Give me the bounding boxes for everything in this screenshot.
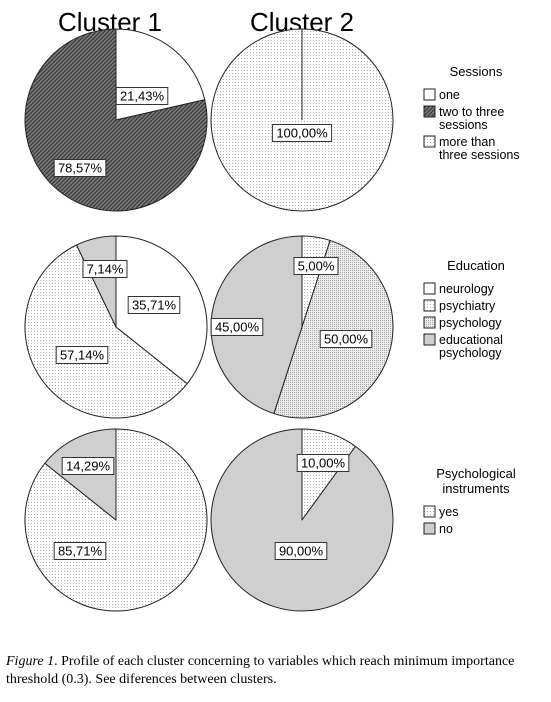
data-label: 35,71%: [132, 298, 177, 313]
legend-label: yes: [439, 505, 458, 519]
legend-label: two to three: [439, 105, 504, 119]
data-label: 57,14%: [60, 348, 105, 363]
legend-swatch-neurology: [423, 282, 436, 295]
data-label: 90,00%: [279, 544, 324, 559]
legend-title: Sessions: [450, 64, 503, 79]
legend-swatch-two-to-three-sessions: [423, 105, 436, 118]
data-label-box: [55, 346, 109, 364]
data-label-box: [210, 318, 264, 336]
legend-title: instruments: [442, 481, 510, 496]
data-label: 45,00%: [215, 320, 260, 335]
data-label-box: [274, 542, 328, 560]
legend-label: three sessions: [439, 148, 520, 162]
data-label-box: [319, 330, 373, 348]
legend-title: Education: [447, 258, 505, 273]
legend-label: neurology: [439, 282, 495, 296]
data-label: 5,00%: [298, 259, 335, 274]
legend-swatch-more-than-three-sessions: [423, 135, 436, 148]
data-label: 100,00%: [276, 126, 328, 141]
caption-text: . Profile of each cluster concerning to …: [6, 654, 515, 687]
legend-swatch-psychiatry: [423, 299, 436, 312]
legend-label: no: [439, 522, 453, 536]
legend-label: sessions: [439, 118, 488, 132]
pie-slice-psychiatry: [24, 244, 188, 419]
data-label-box: [61, 457, 115, 475]
legend-label: more than: [439, 135, 495, 149]
data-label: 10,00%: [301, 456, 346, 471]
legend-label: psychology: [439, 316, 502, 330]
caption-label: Figure 1: [6, 654, 55, 669]
data-label: 85,71%: [58, 544, 103, 559]
pie-slice-no: [210, 428, 394, 612]
data-label-box: [296, 454, 350, 472]
data-label: 50,00%: [324, 332, 369, 347]
data-label-box: [82, 260, 128, 278]
legend-title: Psychological: [436, 466, 516, 481]
legend-swatch-psychology: [423, 316, 436, 329]
legend-swatch-educational-psychology: [423, 333, 436, 346]
data-label-box: [293, 257, 339, 275]
data-label-box: [115, 87, 169, 105]
data-label-box: [127, 296, 181, 314]
legend-label: psychology: [439, 346, 502, 360]
data-label: 14,29%: [66, 459, 111, 474]
legend-swatch-no: [423, 522, 436, 535]
legend-label: educational: [439, 333, 503, 347]
data-label-box: [271, 124, 333, 142]
data-label: 78,57%: [58, 161, 103, 176]
data-label-box: [53, 542, 107, 560]
legend-label: one: [439, 88, 460, 102]
data-label-box: [53, 159, 107, 177]
figure: Cluster 1 Cluster 2 21,43%78,57%100,00%S…: [24, 7, 520, 612]
data-label: 21,43%: [120, 89, 165, 104]
pie-slice-psychology: [273, 239, 394, 419]
legend-swatch-yes: [423, 505, 436, 518]
legend-swatch-one: [423, 88, 436, 101]
figure-caption: Figure 1. Profile of each cluster concer…: [6, 653, 546, 689]
pie-slice-educational-psychology: [76, 235, 117, 328]
legend-label: psychiatry: [439, 299, 496, 313]
data-label: 7,14%: [87, 262, 124, 277]
